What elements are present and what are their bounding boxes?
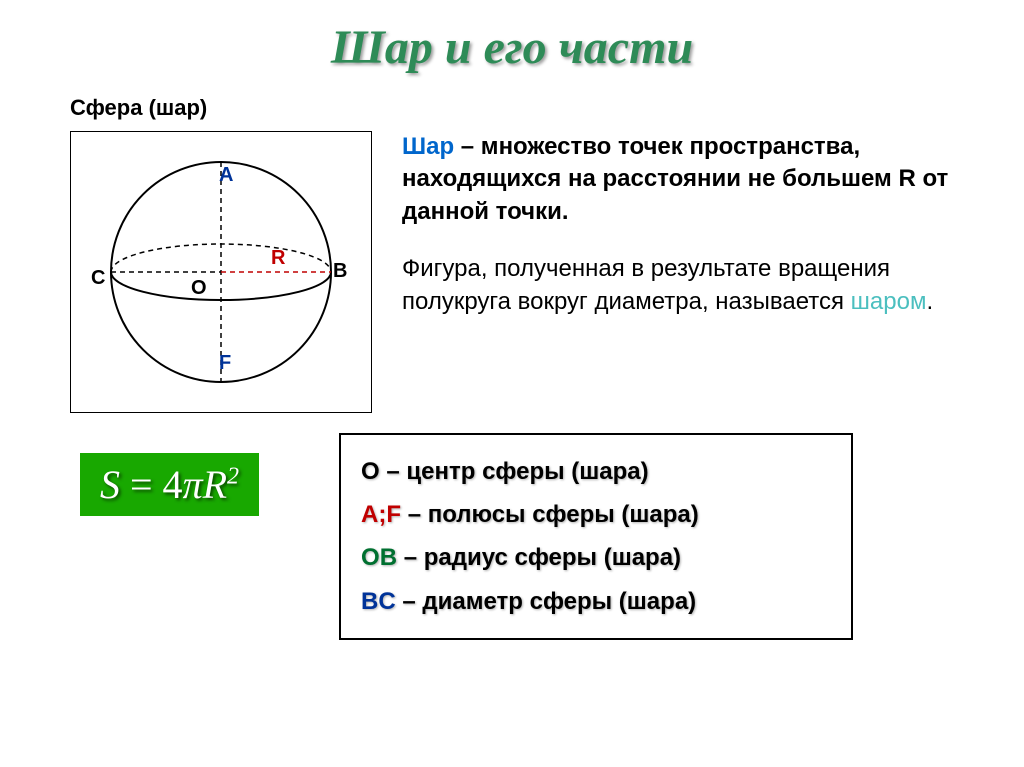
period: .: [926, 288, 933, 315]
formula-R: R: [203, 462, 227, 507]
legend: O – центр сферы (шара) A;F – полюсы сфер…: [339, 433, 853, 640]
legend-3-sym: OB: [361, 544, 397, 571]
label-B: B: [333, 260, 347, 283]
legend-1-sym: O: [361, 458, 380, 485]
legend-3-text: – радиус сферы (шара): [397, 544, 681, 571]
subtitle: Сфера (шар): [70, 95, 984, 121]
legend-1-text: – центр сферы (шара): [380, 458, 649, 485]
label-C: C: [91, 267, 105, 290]
definition-text: – множество точек пространства, находящи…: [402, 133, 948, 225]
formula-exp: 2: [227, 464, 239, 490]
legend-4-sym: BC: [361, 588, 396, 615]
label-A: A: [219, 164, 233, 187]
definition-block: Шар – множество точек пространства, нахо…: [402, 131, 984, 318]
definition-term: Шар: [402, 133, 454, 160]
legend-2-text: – полюсы сферы (шара): [401, 501, 699, 528]
label-R: R: [271, 247, 285, 270]
legend-4-text: – диаметр сферы (шара): [396, 588, 696, 615]
label-F: F: [219, 352, 231, 375]
label-O: O: [191, 277, 207, 300]
formula-eq: = 4: [120, 462, 183, 507]
description-text: Фигура, полученная в результате вращения…: [402, 255, 890, 314]
formula: S = 4πR2: [80, 453, 259, 516]
page-title: Шар и его части: [40, 20, 984, 75]
formula-pi: π: [183, 462, 203, 507]
sphere-diagram: A F C B O R: [70, 131, 372, 413]
formula-lhs: S: [100, 462, 120, 507]
legend-2-sym: A;F: [361, 501, 401, 528]
description-keyword: шаром: [851, 288, 927, 315]
